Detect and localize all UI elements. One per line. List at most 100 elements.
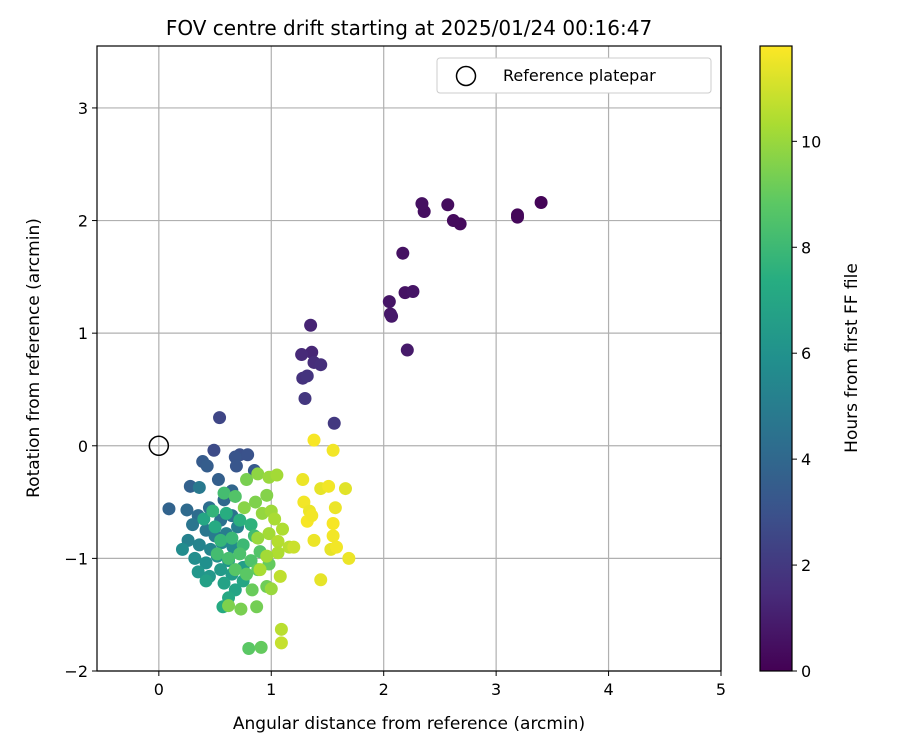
data-point (298, 391, 312, 405)
colorbar-tick-label: 10 (801, 132, 821, 151)
colorbar-label: Hours from first FF file (842, 263, 862, 453)
data-point (314, 358, 328, 372)
data-point (385, 309, 399, 323)
data-point (206, 504, 220, 518)
data-point (268, 512, 282, 526)
data-point (338, 482, 352, 496)
data-point (329, 540, 343, 554)
data-point (191, 565, 205, 579)
data-points (162, 196, 548, 655)
data-point (328, 501, 342, 515)
colorbar-tick-label: 4 (801, 450, 811, 469)
data-point (300, 369, 314, 383)
chart-title: FOV centre drift starting at 2025/01/24 … (166, 16, 652, 40)
data-point (322, 479, 336, 493)
legend-marker-icon (455, 65, 477, 87)
data-point (251, 531, 265, 545)
x-tick-label: 2 (379, 680, 389, 699)
data-point (228, 563, 242, 577)
data-point (222, 599, 236, 613)
data-point (225, 531, 239, 545)
data-point (175, 542, 189, 556)
data-point (233, 547, 247, 561)
data-point (244, 518, 258, 532)
y-axis-label: Rotation from reference (arcmin) (24, 218, 44, 498)
colorbar-ticks: 0 2 4 6 8 10 (792, 132, 821, 681)
data-point (199, 574, 213, 588)
data-point (406, 284, 420, 298)
data-point (307, 433, 321, 447)
data-point (342, 551, 356, 565)
colorbar: 0 2 4 6 8 10 Hours from first FF file (759, 45, 862, 681)
x-tick-label: 0 (154, 680, 164, 699)
data-point (233, 513, 247, 527)
data-point (304, 318, 318, 332)
data-point (326, 529, 340, 543)
data-point (217, 576, 231, 590)
y-tick-label: 1 (78, 324, 88, 343)
data-point (229, 459, 243, 473)
y-axis-ticks: −2 −1 0 1 2 3 (64, 99, 97, 681)
data-point (162, 502, 176, 516)
data-point (244, 554, 258, 568)
data-point (446, 214, 460, 228)
data-point (271, 534, 285, 548)
y-tick-label: 0 (78, 437, 88, 456)
data-point (534, 196, 548, 210)
data-point (200, 459, 214, 473)
data-point (245, 583, 259, 597)
data-point (510, 210, 524, 224)
colorbar-tick-label: 6 (801, 344, 811, 363)
data-point (327, 416, 341, 430)
data-point (264, 582, 278, 596)
reference-platepar-marker (148, 435, 170, 457)
data-point (260, 488, 274, 502)
data-point (208, 520, 222, 534)
y-tick-label: 2 (78, 212, 88, 231)
data-point (314, 573, 328, 587)
legend: Reference platepar (436, 57, 712, 94)
data-point (270, 468, 284, 482)
data-point (287, 540, 301, 554)
data-point (326, 443, 340, 457)
x-axis-label: Angular distance from reference (arcmin) (233, 714, 585, 734)
data-point (382, 295, 396, 309)
y-tick-label: 3 (78, 99, 88, 118)
plot-frame (96, 45, 722, 672)
data-point (234, 602, 248, 616)
legend-box (436, 57, 712, 94)
data-point (273, 569, 287, 583)
x-tick-label: 5 (716, 680, 726, 699)
data-point (274, 622, 288, 636)
data-point (180, 503, 194, 517)
data-point (415, 197, 429, 211)
data-point (241, 448, 255, 462)
data-point (240, 473, 254, 487)
data-point (253, 563, 267, 577)
data-point (213, 411, 227, 425)
colorbar-tick-label: 0 (801, 662, 811, 681)
x-tick-label: 4 (603, 680, 613, 699)
data-point (214, 533, 228, 547)
data-point (250, 600, 264, 614)
data-point (396, 246, 410, 260)
legend-label: Reference platepar (503, 66, 656, 85)
x-axis-ticks: 0 1 2 3 4 5 (154, 671, 726, 699)
data-point (251, 467, 265, 481)
data-point (326, 516, 340, 530)
data-point (249, 495, 263, 509)
data-point (260, 549, 274, 563)
data-point (214, 563, 228, 577)
data-point (274, 636, 288, 650)
data-point (207, 443, 221, 457)
x-tick-label: 3 (491, 680, 501, 699)
y-tick-label: −1 (64, 549, 88, 568)
data-point (186, 518, 200, 532)
data-point (210, 547, 224, 561)
data-point (441, 198, 455, 212)
data-point (211, 473, 225, 487)
data-point (262, 527, 276, 541)
data-point (240, 567, 254, 581)
grid (97, 46, 722, 672)
data-point (219, 506, 233, 520)
